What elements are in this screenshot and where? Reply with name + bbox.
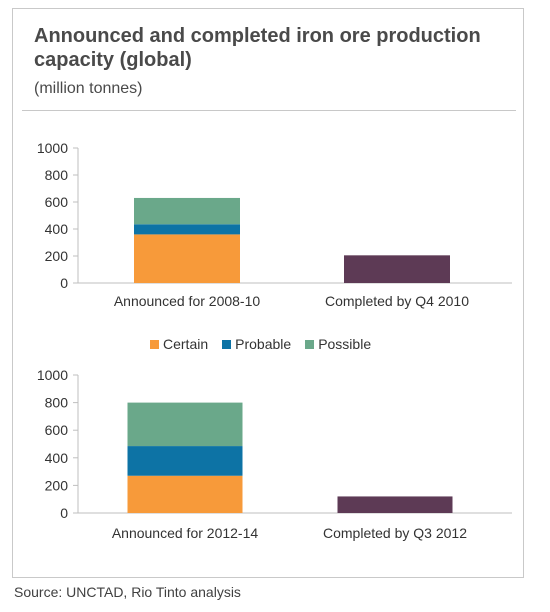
chart1-category-label: Completed by Q4 2010 (325, 293, 469, 309)
legend-swatch-certain (150, 339, 159, 349)
chart1-y-tick-label: 800 (45, 167, 69, 183)
chart1-bar-1-segment-1 (134, 234, 240, 283)
chart2-y-tick-label: 200 (45, 477, 69, 493)
legend-item-certain: Certain (150, 336, 208, 352)
legend-item-possible: Possible (305, 336, 371, 352)
chart2-category-label: Completed by Q3 2012 (323, 525, 467, 541)
chart1-y-tick-label: 0 (60, 275, 68, 291)
chart1-bar-1-segment-2 (134, 224, 240, 235)
chart1-y-tick-label: 200 (45, 248, 69, 264)
source-note: Source: UNCTAD, Rio Tinto analysis (14, 584, 241, 600)
legend-label-probable: Probable (235, 336, 292, 352)
chart2-bar-2-segment-4 (337, 496, 453, 513)
chart2-y-tick-label: 400 (45, 450, 69, 466)
title-divider (22, 110, 516, 111)
chart2-y-tick-label: 0 (60, 505, 68, 521)
chart2-bar-1-segment-2 (127, 446, 243, 476)
chart2-bar-1-segment-1 (127, 475, 243, 513)
chart2-category-label: Announced for 2012-14 (112, 525, 259, 541)
legend-swatch-probable (222, 339, 232, 349)
chart1-bar-2-segment-4 (344, 255, 450, 283)
chart2-y-tick-label: 600 (45, 422, 69, 438)
chart1-y-tick-label: 1000 (37, 140, 68, 156)
chart-frame (12, 8, 524, 578)
chart1-y-tick-label: 400 (45, 221, 69, 237)
legend-swatch-possible (305, 339, 315, 349)
chart-subtitle: (million tonnes) (34, 80, 143, 97)
chart-title: Announced and completed iron ore product… (34, 25, 481, 71)
chart1-category-label: Announced for 2008-10 (114, 293, 261, 309)
legend: Certain Probable Possible (150, 336, 371, 352)
chart2-bar-1-segment-3 (127, 402, 243, 447)
chart1-y-tick-label: 600 (45, 194, 69, 210)
chart2-y-tick-label: 800 (45, 395, 69, 411)
legend-label-certain: Certain (163, 336, 209, 352)
legend-item-probable: Probable (222, 336, 291, 352)
chart2-y-tick-label: 1000 (37, 367, 68, 383)
legend-label-possible: Possible (318, 336, 372, 352)
chart1-bar-1-segment-3 (134, 197, 240, 225)
